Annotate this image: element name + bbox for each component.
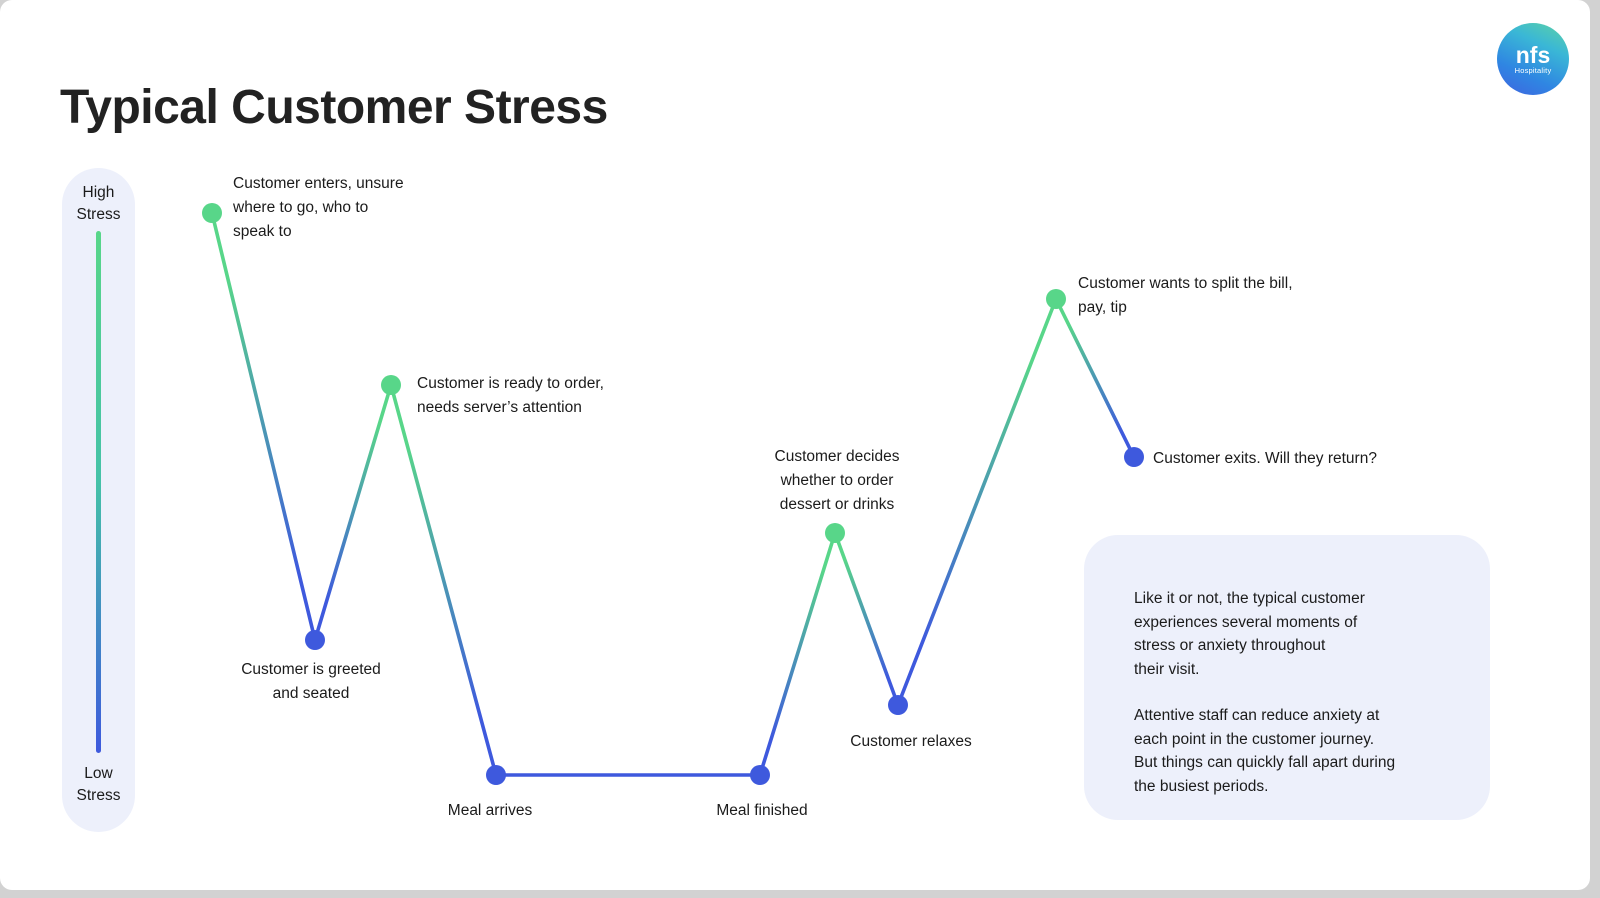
journey-point-exits (1124, 447, 1144, 467)
journey-segment-order-to-meal-arrives (389, 383, 498, 777)
journey-point-relaxes (888, 695, 908, 715)
journey-point-order (381, 375, 401, 395)
journey-segment-enters-to-seated (210, 211, 317, 642)
point-label-meal-arrives: Meal arrives (447, 802, 533, 819)
journey-point-enters (202, 203, 222, 223)
stress-axis: High Stress Low Stress (62, 168, 135, 832)
point-label-seated: Customer is greeted and seated (241, 661, 381, 702)
nfs-hospitality-logo: nfs Hospitality (1497, 23, 1569, 95)
journey-point-bill (1046, 289, 1066, 309)
journey-segment-meal-finished-to-dessert (758, 531, 837, 777)
logo-text: nfs (1515, 41, 1551, 68)
info-box: Like it or not, the typical customer exp… (1084, 535, 1490, 820)
point-label-meal-finished: Meal finished (716, 802, 808, 819)
journey-point-dessert (825, 523, 845, 543)
point-label-order: Customer is ready to order, needs server… (417, 375, 604, 416)
point-label-exits: Customer exits. Will they return? (1153, 450, 1377, 467)
journey-point-seated (305, 630, 325, 650)
journey-point-meal-arrives (486, 765, 506, 785)
stress-gradient-bar (96, 231, 101, 753)
journey-segment-dessert-to-relaxes (833, 531, 900, 707)
logo-subtext: Hospitality (1514, 65, 1552, 75)
point-label-dessert: Customer decides whether to order desser… (774, 448, 900, 513)
journey-point-meal-finished (750, 765, 770, 785)
axis-low-label: Low Stress (76, 765, 121, 804)
journey-segment-relaxes-to-bill (896, 297, 1058, 707)
journey-segment-bill-to-exits (1054, 297, 1136, 459)
point-label-enters: Customer enters, unsure where to go, who… (233, 175, 404, 240)
info-paragraph: Attentive staff can reduce anxiety at ea… (1134, 707, 1396, 795)
point-label-relaxes: Customer relaxes (850, 733, 972, 750)
info-paragraph: Like it or not, the typical customer exp… (1134, 590, 1365, 678)
page-title: Typical Customer Stress (60, 81, 608, 134)
point-label-bill: Customer wants to split the bill, pay, t… (1078, 275, 1293, 316)
journey-segment-seated-to-order (313, 383, 393, 642)
axis-high-label: High Stress (76, 184, 121, 223)
